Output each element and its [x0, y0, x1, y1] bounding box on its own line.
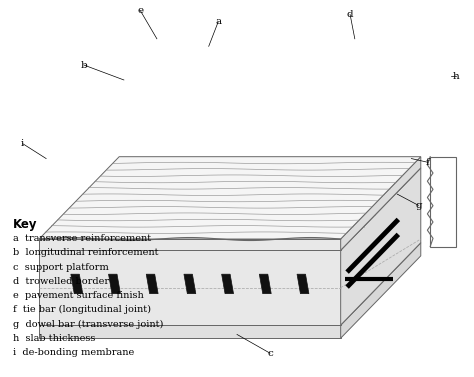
- Text: b: b: [81, 60, 87, 69]
- Text: a  transverse reinforcement: a transverse reinforcement: [13, 234, 151, 243]
- Text: f: f: [426, 158, 430, 167]
- Polygon shape: [297, 274, 309, 294]
- Text: d  trowelled border: d trowelled border: [13, 277, 109, 286]
- Text: a: a: [215, 17, 221, 26]
- Text: h: h: [453, 72, 459, 81]
- Text: g  dowel bar (transverse joint): g dowel bar (transverse joint): [13, 319, 164, 329]
- Text: i  de-bonding membrane: i de-bonding membrane: [13, 348, 135, 357]
- Polygon shape: [39, 243, 421, 325]
- Text: b  longitudinal reinforcement: b longitudinal reinforcement: [13, 248, 159, 257]
- Polygon shape: [146, 274, 158, 294]
- Polygon shape: [341, 168, 421, 325]
- Polygon shape: [39, 325, 341, 338]
- Polygon shape: [109, 274, 120, 294]
- Polygon shape: [341, 243, 421, 338]
- Polygon shape: [39, 250, 341, 325]
- Polygon shape: [259, 274, 271, 294]
- Polygon shape: [222, 274, 234, 294]
- Text: d: d: [347, 10, 354, 19]
- Polygon shape: [184, 274, 196, 294]
- Text: c: c: [267, 349, 273, 358]
- Polygon shape: [39, 168, 421, 250]
- Text: e  pavement surface finish: e pavement surface finish: [13, 291, 144, 300]
- Polygon shape: [39, 239, 341, 250]
- Polygon shape: [71, 274, 83, 294]
- Text: i: i: [21, 139, 24, 148]
- Text: f  tie bar (longitudinal joint): f tie bar (longitudinal joint): [13, 305, 151, 314]
- Text: Key: Key: [13, 218, 37, 231]
- Polygon shape: [39, 157, 421, 239]
- Text: e: e: [137, 6, 144, 15]
- Text: h  slab thickness: h slab thickness: [13, 334, 96, 343]
- Text: g: g: [415, 201, 422, 210]
- Bar: [430, 157, 456, 247]
- Polygon shape: [341, 157, 421, 250]
- Text: c  support platform: c support platform: [13, 263, 109, 271]
